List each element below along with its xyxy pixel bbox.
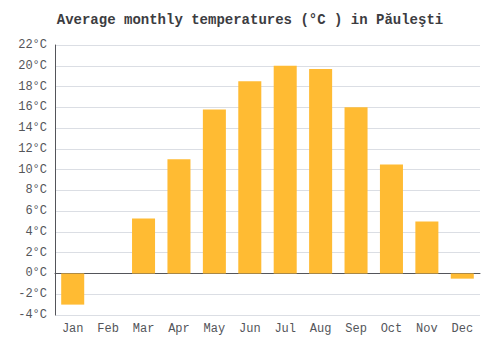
svg-text:10°C: 10°C [18, 163, 47, 177]
svg-text:Jul: Jul [274, 322, 296, 336]
svg-text:Sep: Sep [345, 322, 367, 336]
svg-text:Average monthly temperatures (: Average monthly temperatures (°C ) in Pă… [57, 12, 443, 28]
svg-text:Nov: Nov [416, 322, 438, 336]
svg-text:May: May [204, 322, 226, 336]
svg-text:16°C: 16°C [18, 100, 47, 114]
svg-text:Oct: Oct [381, 322, 403, 336]
svg-text:6°C: 6°C [25, 204, 47, 218]
svg-text:14°C: 14°C [18, 121, 47, 135]
svg-text:-2°C: -2°C [18, 287, 47, 301]
svg-text:Aug: Aug [310, 322, 332, 336]
svg-text:22°C: 22°C [18, 38, 47, 52]
svg-text:20°C: 20°C [18, 59, 47, 73]
svg-text:4°C: 4°C [25, 225, 47, 239]
svg-text:Jun: Jun [239, 322, 261, 336]
svg-text:Mar: Mar [133, 322, 155, 336]
svg-text:8°C: 8°C [25, 183, 47, 197]
svg-text:Feb: Feb [97, 322, 119, 336]
svg-text:-4°C: -4°C [18, 308, 47, 322]
svg-text:12°C: 12°C [18, 142, 47, 156]
svg-text:Apr: Apr [168, 322, 190, 336]
svg-text:Jan: Jan [62, 322, 84, 336]
svg-text:Dec: Dec [451, 322, 473, 336]
svg-text:18°C: 18°C [18, 80, 47, 94]
svg-text:2°C: 2°C [25, 246, 47, 260]
svg-text:0°C: 0°C [25, 266, 47, 280]
